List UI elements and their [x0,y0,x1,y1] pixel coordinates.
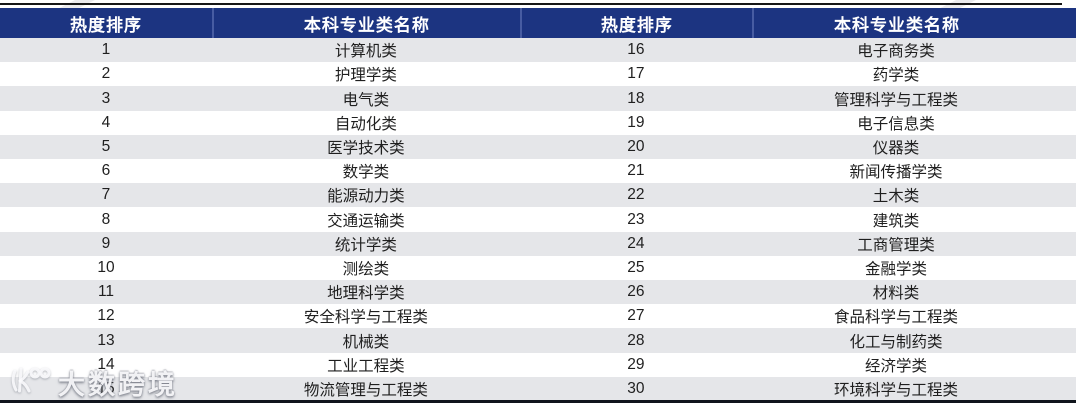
table-row: 15 物流管理与工程类 30 环境科学与工程类 [0,376,1076,402]
table-row: 10 测绘类 25 金融学类 [0,255,1076,281]
major-left-cell: 工业工程类 [327,357,405,375]
table-row: 11 地理科学类 26 材料类 [0,280,1076,305]
rank-left-cell: 10 [97,258,115,276]
rank-left-cell: 1 [101,41,111,59]
table-bottom-border [0,400,1076,403]
major-right-cell: 土木类 [872,188,920,206]
rank-left-cell: 7 [101,186,111,204]
rank-right-cell: 21 [627,162,645,180]
rank-right-cell: 29 [627,355,645,373]
rank-right-cell: 28 [627,331,645,349]
rank-right-cell: 24 [627,234,645,252]
table-row: 2 护理学类 17 药学类 [0,62,1076,87]
col-header-major-right: 本科专业类名称 [752,8,1076,38]
table-body: 1 计算机类 16 电子商务类 2 护理学类 17 药学类 3 电气类 18 管理科学与工程类 4 自动化… [0,38,1076,402]
major-right-cell: 材料类 [872,285,920,303]
table-row: 4 自动化类 19 电子信息类 [0,110,1076,135]
rank-left-cell: 15 [97,379,115,397]
major-left-cell: 物流管理与工程类 [303,381,428,399]
table-header-row: 热度排序 本科专业类名称 热度排序 本科专业类名称 [0,8,1076,38]
major-left-cell: 自动化类 [334,115,397,133]
major-left-cell: 医学技术类 [327,139,405,157]
rank-left-cell: 6 [101,162,111,180]
rank-right-cell: 23 [627,210,645,228]
major-right-cell: 金融学类 [865,260,928,278]
major-right-cell: 工商管理类 [857,236,935,254]
major-left-cell: 护理学类 [334,67,397,85]
rank-left-cell: 8 [101,210,111,228]
major-left-cell: 电气类 [342,91,390,109]
major-left-cell: 交通运输类 [327,212,405,230]
major-left-cell: 测绘类 [342,260,390,278]
rank-left-cell: 3 [101,89,111,107]
table-row: 3 电气类 18 管理科学与工程类 [0,86,1076,111]
rank-left-cell: 2 [101,65,111,83]
col-header-rank-right: 热度排序 [519,8,752,38]
rank-left-cell: 13 [97,331,115,349]
rank-right-cell: 25 [627,258,645,276]
rank-right-cell: 16 [627,41,645,59]
table-row: 1 计算机类 16 电子商务类 [0,38,1076,63]
major-right-cell: 化工与制药类 [849,333,943,351]
major-right-cell: 仪器类 [872,139,920,157]
table-row: 6 数学类 21 新闻传播学类 [0,159,1076,184]
rank-left-cell: 12 [97,307,115,325]
rank-left-cell: 9 [101,234,111,252]
rank-left-cell: 14 [97,355,115,373]
rank-right-cell: 19 [627,113,645,131]
col-header-rank-left: 热度排序 [69,15,142,35]
rank-right-cell: 27 [627,307,645,325]
major-right-cell: 药学类 [872,67,920,85]
major-popularity-table: 热度排序 本科专业类名称 热度排序 本科专业类名称 1 计算机类 16 电子商务类 2 护… [0,8,1076,402]
col-header-major-left: 本科专业类名称 [211,8,520,38]
rank-right-cell: 26 [627,283,645,301]
table-row: 7 能源动力类 22 土木类 [0,183,1076,208]
major-left-cell: 计算机类 [334,43,397,61]
major-right-cell: 新闻传播学类 [849,164,943,182]
major-right-cell: 经济学类 [865,357,928,375]
major-right-cell: 电子商务类 [857,43,935,61]
major-right-cell: 环境科学与工程类 [834,381,959,399]
major-left-cell: 机械类 [342,333,390,351]
rank-right-cell: 17 [627,65,645,83]
major-left-cell: 统计学类 [334,236,397,254]
rank-left-cell: 4 [101,113,111,131]
table-row: 9 统计学类 24 工商管理类 [0,231,1076,256]
major-left-cell: 数学类 [342,164,390,182]
table-row: 5 医学技术类 20 仪器类 [0,134,1076,160]
rank-left-cell: 11 [97,283,115,301]
major-left-cell: 能源动力类 [327,188,405,206]
major-right-cell: 电子信息类 [857,115,935,133]
rank-right-cell: 20 [627,137,645,155]
table-top-border [0,3,1062,5]
rank-left-cell: 5 [101,137,111,155]
table-row: 14 工业工程类 29 经济学类 [0,352,1076,377]
major-right-cell: 建筑类 [872,212,920,230]
major-left-cell: 地理科学类 [327,285,405,303]
rank-right-cell: 18 [627,89,645,107]
rank-right-cell: 22 [627,186,645,204]
rank-right-cell: 30 [627,379,645,397]
table-row: 8 交通运输类 23 建筑类 [0,207,1076,232]
table-row: 13 机械类 28 化工与制药类 [0,328,1076,353]
major-right-cell: 管理科学与工程类 [834,91,959,109]
table-row: 12 安全科学与工程类 27 食品科学与工程类 [0,304,1076,329]
major-right-cell: 食品科学与工程类 [834,309,959,327]
major-left-cell: 安全科学与工程类 [303,309,428,327]
